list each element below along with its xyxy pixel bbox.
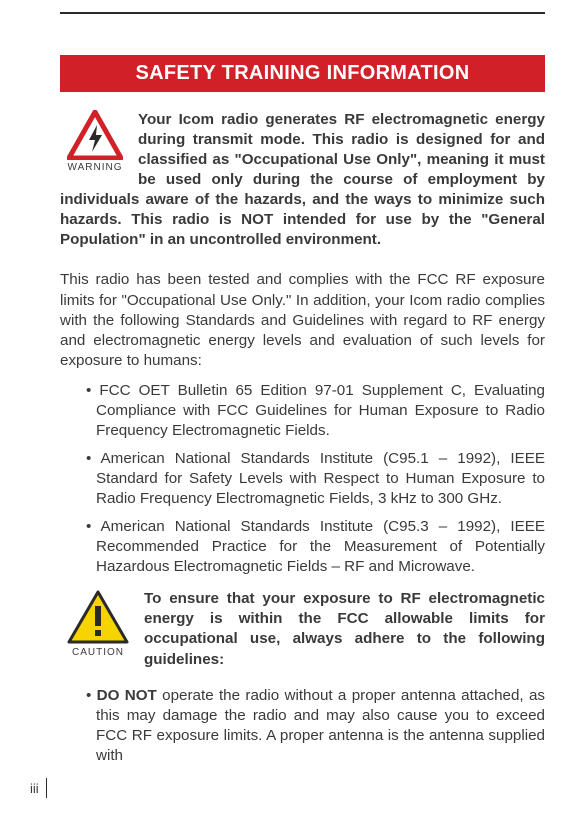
caution-icon: CAUTION [60, 589, 136, 658]
side-rule [46, 778, 47, 798]
list-item: DO NOT operate the radio without a prope… [60, 686, 545, 766]
page-content: SAFETY TRAINING INFORMATION WARNING Your… [60, 0, 545, 766]
guidelines-list: DO NOT operate the radio without a prope… [60, 686, 545, 766]
standards-list: FCC OET Bulletin 65 Edition 97-01 Supple… [60, 381, 545, 578]
list-item: American National Standards Institute (C… [60, 449, 545, 509]
warning-label: WARNING [60, 162, 130, 173]
warning-icon: WARNING [60, 110, 130, 173]
list-item: FCC OET Bulletin 65 Edition 97-01 Supple… [60, 381, 545, 441]
top-rule [60, 12, 545, 14]
section-title: SAFETY TRAINING INFORMATION [60, 55, 545, 92]
list-item: American National Standards Institute (C… [60, 517, 545, 577]
intro-paragraph: This radio has been tested and complies … [60, 270, 545, 370]
warning-text: Your Icom radio generates RF electromagn… [60, 110, 545, 250]
caution-block: CAUTION To ensure that your exposure to … [60, 589, 545, 679]
warning-block: WARNING Your Icom radio generates RF ele… [60, 110, 545, 260]
guideline-lead: DO NOT [97, 687, 157, 704]
guideline-rest: operate the radio without a proper anten… [96, 687, 545, 764]
caution-label: CAUTION [60, 647, 136, 658]
page-number: iii [30, 781, 39, 796]
